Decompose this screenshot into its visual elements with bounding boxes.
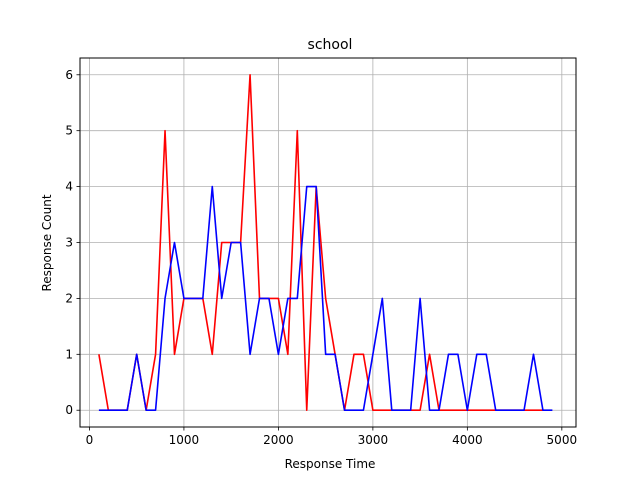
y-tick-label: 6 <box>65 68 73 82</box>
y-tick-label: 5 <box>65 124 73 138</box>
x-tick-label: 4000 <box>452 433 483 447</box>
x-axis-label: Response Time <box>285 457 376 471</box>
y-tick-label: 4 <box>65 180 73 194</box>
y-tick-label: 1 <box>65 347 73 361</box>
series-line-1 <box>98 73 543 412</box>
x-axis-ticks: 0 1000 2000 3000 4000 5000 <box>86 427 577 447</box>
chart-title: school <box>308 37 353 53</box>
x-tick-label: 1000 <box>169 433 200 447</box>
y-axis-label: Response Count <box>40 194 54 291</box>
x-tick-label: 2000 <box>263 433 294 447</box>
y-axis-ticks: 0 1 2 3 4 5 6 <box>65 68 80 417</box>
x-tick-label: 3000 <box>358 433 389 447</box>
x-tick-label: 5000 <box>547 433 578 447</box>
series-line-2 <box>98 185 553 412</box>
y-tick-label: 2 <box>65 291 73 305</box>
x-tick-label: 0 <box>86 433 94 447</box>
y-tick-label: 0 <box>65 403 73 417</box>
series-group <box>98 73 553 412</box>
y-tick-label: 3 <box>65 236 73 250</box>
grid <box>80 58 576 427</box>
